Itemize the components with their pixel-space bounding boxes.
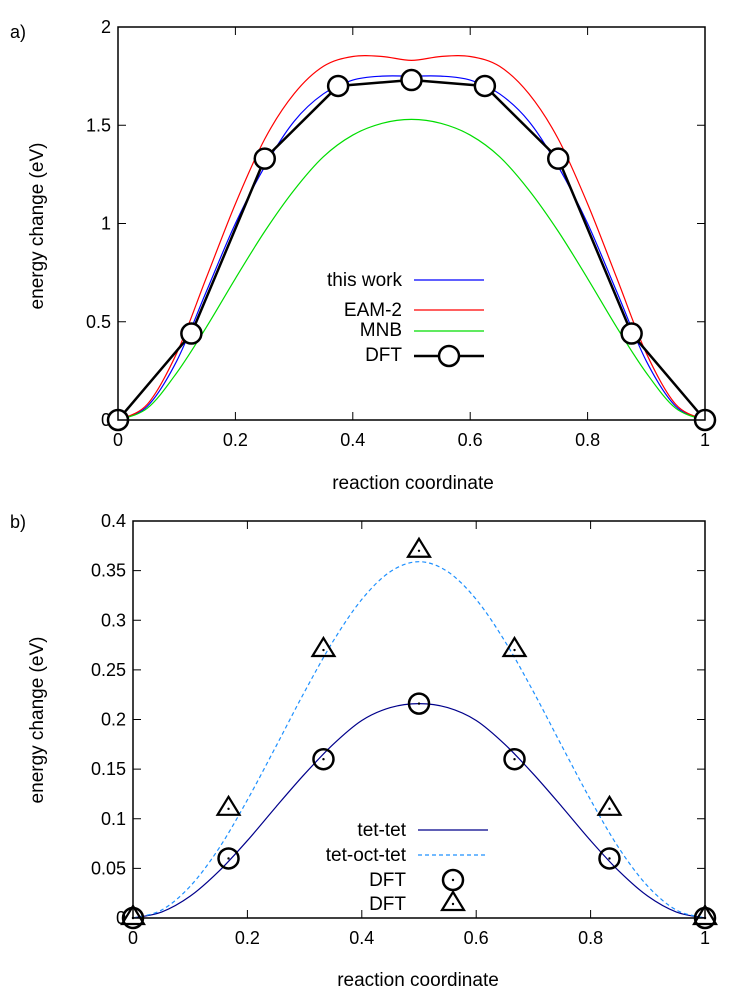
x-tick-label: 0.8 [575,430,600,450]
x-tick-label: 1 [700,430,710,450]
y-tick-label: 1 [101,214,111,234]
series-line-mnb-2 [117,118,706,421]
data-point-circle [217,847,240,870]
x-tick-label: 0.2 [235,928,260,948]
panel-a-xlabel: reaction coordinate [332,473,494,494]
y-tick-label: 0.05 [91,858,126,878]
data-point-center-dot [513,758,516,761]
data-point-circle [326,74,350,98]
data-point-circle [253,147,276,170]
y-tick-label: 0.4 [101,511,126,531]
data-point-center-dot [417,702,421,705]
data-point-circle [598,847,621,870]
legend-entry-label: this work [327,270,402,291]
legend-entry-label: MNB [360,320,402,341]
legend-entry-label: DFT [369,894,406,915]
data-point-center-dot [513,648,516,652]
data-point-triangle [692,903,718,926]
series-line-this-work-0 [117,75,706,421]
data-point-circle [620,322,643,345]
y-tick-label: 0 [101,410,111,430]
x-tick-label: 0.6 [458,430,483,450]
legend-entry-label: tet-tet [357,820,406,841]
y-tick-label: 0.5 [86,312,111,332]
legend-entry-label: EAM-2 [344,300,402,321]
data-point-center-dot [322,648,325,652]
data-point-center-dot [227,857,230,860]
legend-marker-dot [451,878,455,882]
panel-a-legend: this work EAM-2 MNB DFT [327,270,484,368]
legend-entry-label: tet-oct-tet [326,845,407,866]
data-point-circle [473,74,497,98]
data-point-circle [407,692,431,715]
series-line-dft-3 [117,78,706,421]
data-point-circle [547,147,570,170]
data-point-circle [400,68,423,92]
panel-b-legend: tet-tet tet-oct-tet DFT DFT [326,820,488,915]
data-point-triangle [310,635,337,658]
panel-b-ylabel: energy change (eV) [27,637,48,804]
y-tick-label: 0.3 [101,610,126,630]
data-point-triangle [596,794,623,816]
x-tick-label: 0.4 [349,928,374,948]
x-tick-label: 0.6 [464,928,489,948]
y-tick-label: 0.2 [101,710,126,730]
x-tick-label: 0 [128,928,138,948]
panel-b-plot-frame [132,520,706,919]
data-point-center-dot [227,807,230,811]
data-point-circle [503,747,526,771]
x-tick-label: 0.8 [578,928,603,948]
panel-b-label: b) [10,512,26,532]
panel-a-plot-frame [117,26,706,421]
panel-a: a) energy change (eV) reaction coordinat… [10,17,717,494]
y-tick-label: 0 [116,908,126,928]
x-tick-label: 1 [700,928,710,948]
data-point-circle [180,322,203,345]
legend-marker-circle [437,344,461,368]
data-point-center-dot [322,758,325,761]
data-point-center-dot [417,549,421,552]
legend-entry-label: DFT [365,345,402,366]
data-point-triangle [406,536,432,558]
panel-b-xlabel: reaction coordinate [337,970,499,991]
data-point-triangle [120,903,146,926]
y-tick-label: 0.25 [91,660,126,680]
data-point-center-dot [608,807,611,811]
series-line-eam-2-1 [117,54,706,421]
data-point-center-dot [608,857,611,860]
panel-a-ylabel: energy change (eV) [27,143,48,310]
y-tick-label: 1.5 [86,115,111,135]
x-tick-label: 0.4 [340,430,365,450]
data-point-triangle [215,794,242,816]
y-tick-label: 0.1 [101,809,126,829]
y-tick-label: 0.35 [91,561,126,581]
data-point-circle [312,747,335,771]
x-tick-label: 0.2 [223,430,248,450]
panel-b: b) energy change (eV) reaction coordinat… [10,511,718,991]
legend-marker-dot [451,902,455,906]
x-tick-label: 0 [113,430,123,450]
data-point-triangle [501,635,528,658]
y-tick-label: 2 [101,17,111,37]
panel-a-label: a) [10,22,26,42]
legend-marker-triangle [440,889,466,912]
y-tick-label: 0.15 [91,759,126,779]
legend-entry-label: DFT [369,870,406,891]
series-line-tet-oct-tet-1 [132,561,706,919]
